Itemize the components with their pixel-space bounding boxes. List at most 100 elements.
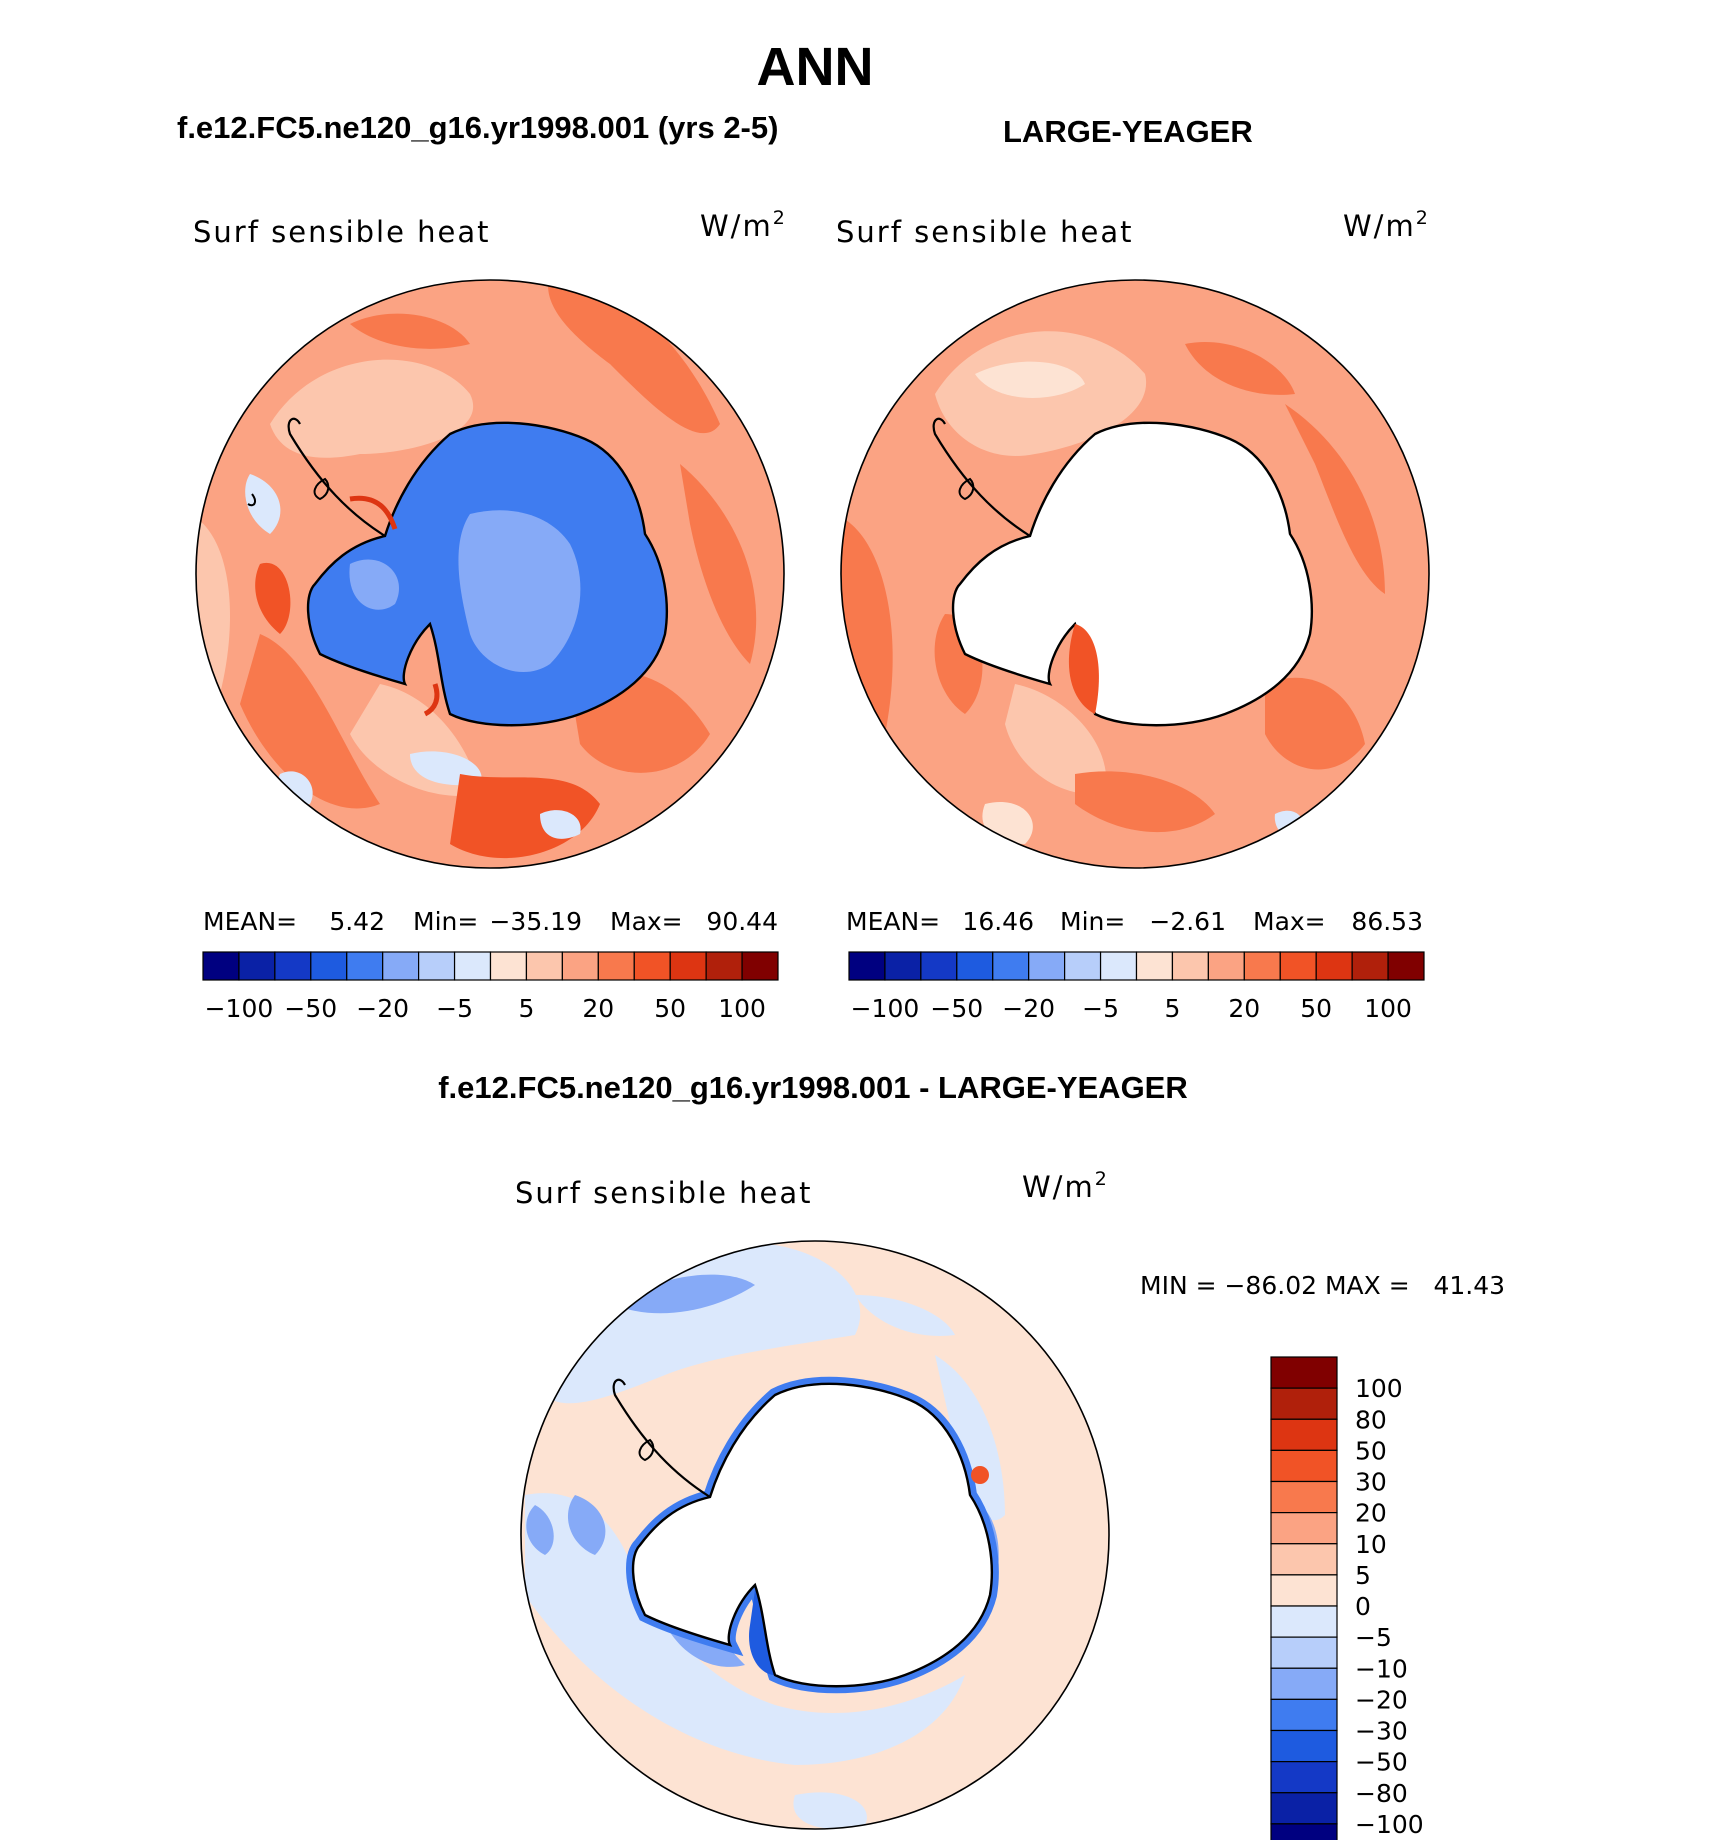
colorbar-tick-label: 0 [1355,1592,1371,1621]
colorbar-tick-label: 50 [1300,994,1332,1023]
colorbar-swatch [1270,1543,1338,1576]
colorbar-swatch [705,951,743,981]
colorbar-tick-label: 80 [1355,1405,1387,1434]
colorbar-swatch [1270,1667,1338,1700]
panel-diff-units: W/m2 [1022,1168,1109,1204]
stat-max-value: 90.44 [706,907,778,936]
colorbar-swatch [1270,1792,1338,1825]
colorbar-swatch [382,951,420,981]
colorbar-swatch [1028,951,1066,981]
stat-mean-value: 16.46 [962,907,1034,936]
colorbar-tick-label: 20 [1228,994,1260,1023]
colorbar-tick-label: 100 [718,994,766,1023]
colorbar-swatch [633,951,671,981]
polar-map-diff [520,1240,1110,1830]
colorbar-tick-label: 5 [518,994,534,1023]
colorbar-swatch [741,951,779,981]
colorbar-tick-label: −80 [1355,1779,1408,1808]
stat-max-label: Max= [1253,907,1326,936]
colorbar-swatch [1099,951,1138,981]
colorbar-swatch [453,951,492,981]
panel-right-header: LARGE-YEAGER [1003,114,1253,149]
colorbar-swatch [1270,1698,1338,1732]
diff-header: f.e12.FC5.ne120_g16.yr1998.001 - LARGE-Y… [438,1070,1188,1105]
stat-mean-label: MEAN= [846,907,940,936]
colorbar-swatch [525,951,563,981]
panel-diff: Surf sensible heat W/m2 MIN = −86.02 MAX… [515,1168,1505,1840]
panel-left-variable: Surf sensible heat [193,215,491,249]
colorbar-swatch [274,951,312,981]
colorbar-tick-label: −20 [1002,994,1055,1023]
colorbar-swatch [597,951,635,981]
panel-left-header: f.e12.FC5.ne120_g16.yr1998.001 (yrs 2-5) [177,110,778,145]
colorbar-swatch [920,951,958,981]
figure-title: ANN [757,37,874,97]
colorbar-tick-label: −100 [851,994,920,1023]
stat-mean-label: MEAN= [203,907,297,936]
colorbar-tick-label: −50 [284,994,337,1023]
colorbar-swatch [884,951,922,981]
colorbar-tick-label: 20 [582,994,614,1023]
colorbar-swatch [1315,951,1353,981]
colorbar-swatch [1270,1449,1338,1483]
colorbar-swatch [418,951,456,981]
colorbar-swatch [1387,951,1425,981]
panel-left-units: W/m2 [700,207,787,243]
colorbar-swatch [669,951,707,981]
colorbar-tick-label: −100 [1355,1810,1424,1839]
colorbar-left: −100 −50 −20 −5 5 20 50 100 [202,951,779,1023]
colorbar-swatch [346,951,384,981]
colorbar-swatch [1270,1605,1338,1638]
stat-min-value: −2.61 [1149,907,1226,936]
colorbar-swatch [956,951,994,981]
colorbar-swatch [238,951,276,981]
colorbar-swatch [1270,1761,1338,1794]
panel-right-variable: Surf sensible heat [836,215,1134,249]
colorbar-tick-label: −20 [356,994,409,1023]
colorbar-swatch [1279,951,1317,981]
colorbar-swatch [1171,951,1209,981]
colorbar-tick-label: −10 [1355,1654,1408,1683]
colorbar-tick-label: −30 [1355,1717,1408,1746]
colorbar-tick-label: −50 [1355,1748,1408,1777]
colorbar-swatch [1351,951,1389,981]
colorbar-swatch [1270,1480,1338,1514]
colorbar-tick-label: −20 [1355,1685,1408,1714]
colorbar-swatch [1270,1823,1338,1840]
diff-minmax: MIN = −86.02 MAX = 41.43 [1140,1271,1505,1300]
colorbar-swatch [1270,1356,1338,1389]
colorbar-tick-label: 5 [1164,994,1180,1023]
colorbar-swatch [1270,1387,1338,1420]
stat-min-label: Min= [1060,907,1125,936]
colorbar-tick-label: −5 [1082,994,1119,1023]
colorbar-tick-label: 5 [1355,1561,1371,1590]
colorbar-tick-label: 50 [1355,1436,1387,1465]
colorbar-swatch [1243,951,1281,981]
colorbar-tick-label: 10 [1355,1530,1387,1559]
stat-max-label: Max= [610,907,683,936]
stat-max-value: 86.53 [1351,907,1423,936]
colorbar-swatch [1207,951,1245,981]
panel-diff-variable: Surf sensible heat [515,1176,813,1210]
colorbar-tick-label: 100 [1355,1374,1403,1403]
colorbar-swatch [310,951,348,981]
colorbar-tick-label: 100 [1364,994,1412,1023]
colorbar-tick-label: −50 [930,994,983,1023]
colorbar-swatch [489,951,528,981]
polar-map-left [195,279,785,869]
stat-mean-value: 5.42 [329,907,385,936]
colorbar-tick-label: −5 [1355,1623,1392,1652]
colorbar-swatch [1270,1512,1338,1545]
colorbar-swatch [1270,1574,1338,1607]
colorbar-swatch [561,951,599,981]
colorbar-swatch [1064,951,1102,981]
colorbar-tick-label: −5 [436,994,473,1023]
colorbar-tick-label: 30 [1355,1468,1387,1497]
colorbar-swatch [1270,1729,1338,1763]
colorbar-tick-label: −100 [205,994,274,1023]
colorbar-tick-label: 20 [1355,1499,1387,1528]
stat-min-label: Min= [413,907,478,936]
colorbar-swatch [202,951,240,981]
